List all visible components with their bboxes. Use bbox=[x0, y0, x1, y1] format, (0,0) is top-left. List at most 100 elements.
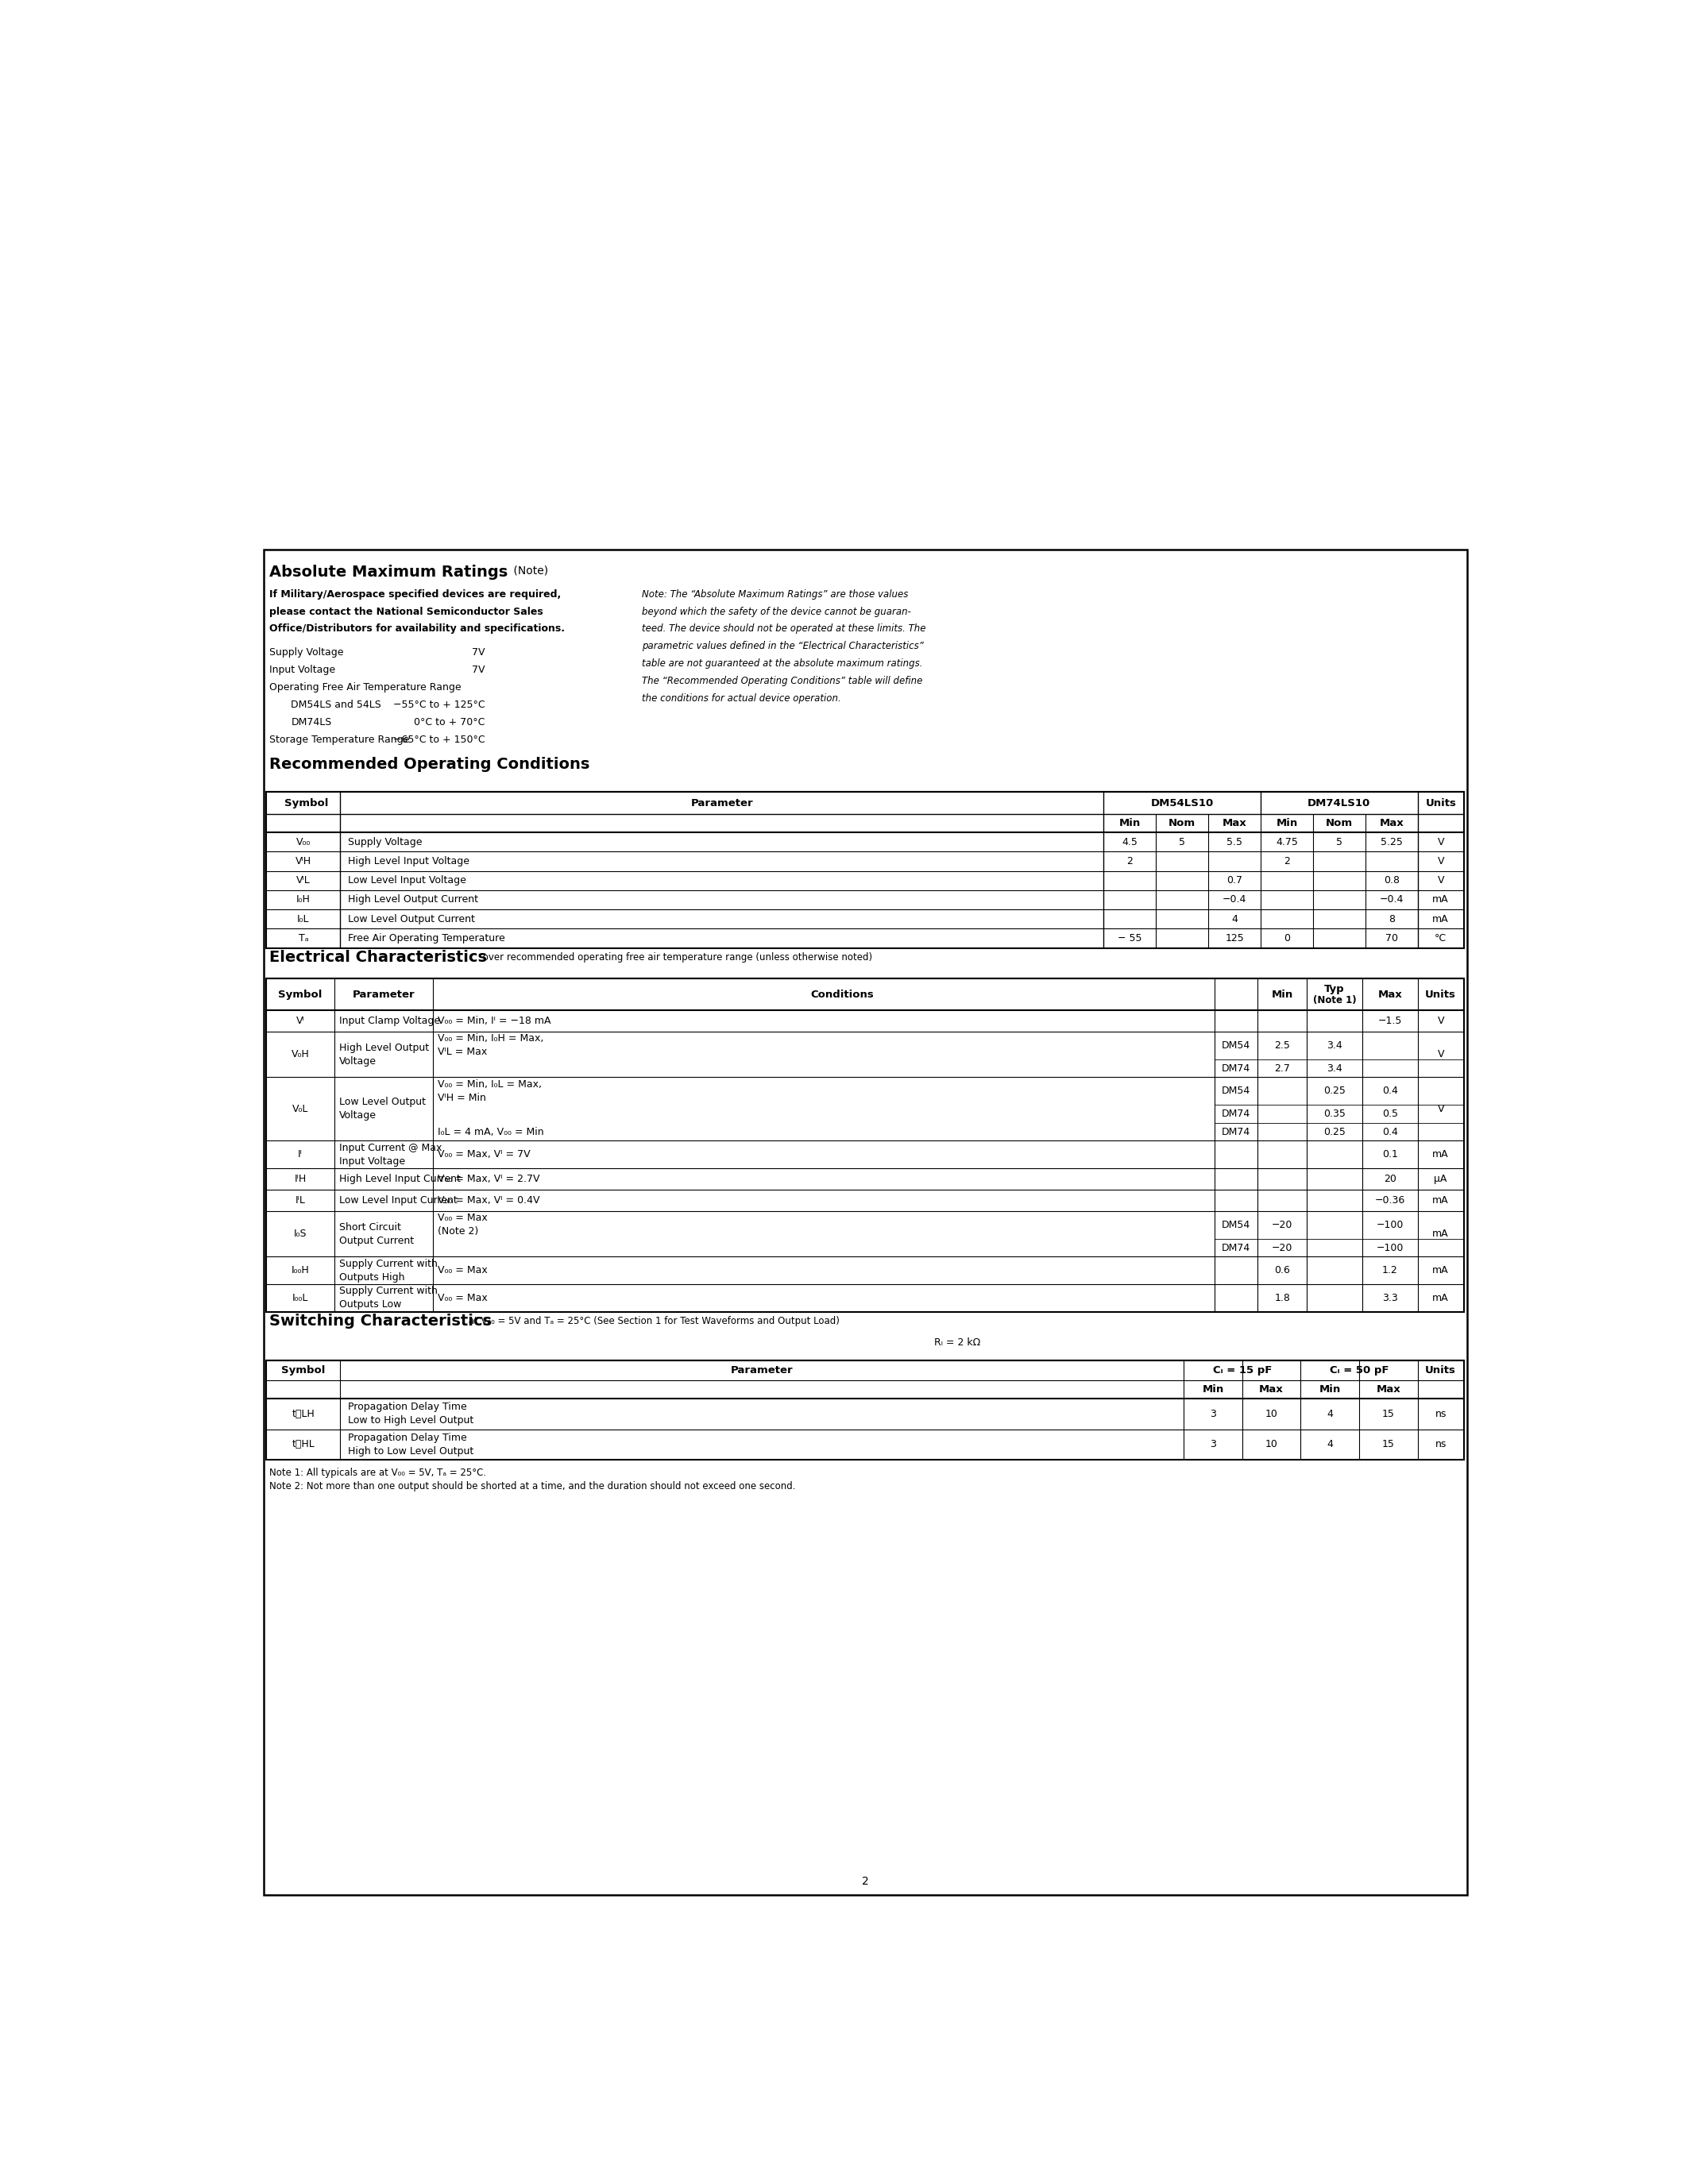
Text: Supply Voltage: Supply Voltage bbox=[270, 646, 344, 657]
Text: 1.8: 1.8 bbox=[1274, 1293, 1290, 1304]
Text: −20: −20 bbox=[1271, 1243, 1293, 1254]
Text: Supply Current with: Supply Current with bbox=[339, 1286, 437, 1297]
Text: I₀L: I₀L bbox=[297, 913, 309, 924]
Text: DM54: DM54 bbox=[1222, 1040, 1251, 1051]
Text: DM54: DM54 bbox=[1222, 1219, 1251, 1230]
Text: V₀₀ = Max, Vᴵ = 7V: V₀₀ = Max, Vᴵ = 7V bbox=[437, 1149, 530, 1160]
Text: 3.4: 3.4 bbox=[1327, 1064, 1342, 1072]
Text: Supply Voltage: Supply Voltage bbox=[348, 836, 422, 847]
Text: 0.4: 0.4 bbox=[1382, 1085, 1398, 1096]
Text: DM54LS and 54LS: DM54LS and 54LS bbox=[290, 699, 381, 710]
Text: 2.5: 2.5 bbox=[1274, 1040, 1290, 1051]
Text: Vᴵ: Vᴵ bbox=[295, 1016, 304, 1026]
Text: I₀₀L: I₀₀L bbox=[292, 1293, 309, 1304]
Text: Rₗ = 2 kΩ: Rₗ = 2 kΩ bbox=[935, 1337, 981, 1348]
Text: Nom: Nom bbox=[1168, 819, 1195, 828]
Text: V₀₀ = Min, I₀H = Max,: V₀₀ = Min, I₀H = Max, bbox=[437, 1033, 544, 1044]
Text: −55°C to + 125°C: −55°C to + 125°C bbox=[393, 699, 484, 710]
Text: Electrical Characteristics: Electrical Characteristics bbox=[270, 950, 488, 965]
Text: 0°C to + 70°C: 0°C to + 70°C bbox=[414, 716, 484, 727]
Text: parametric values defined in the “Electrical Characteristics”: parametric values defined in the “Electr… bbox=[641, 642, 923, 651]
Text: DM54LS10: DM54LS10 bbox=[1151, 797, 1214, 808]
Text: V₀₀ = Max: V₀₀ = Max bbox=[437, 1212, 488, 1223]
Text: Input Voltage: Input Voltage bbox=[270, 664, 336, 675]
Text: ns: ns bbox=[1435, 1439, 1447, 1450]
Text: Absolute Maximum Ratings: Absolute Maximum Ratings bbox=[270, 566, 508, 581]
Text: Min: Min bbox=[1318, 1385, 1340, 1396]
Text: V₀₀: V₀₀ bbox=[295, 836, 311, 847]
Text: Nom: Nom bbox=[1325, 819, 1352, 828]
Text: at V₀₀ = 5V and Tₐ = 25°C (See Section 1 for Test Waveforms and Output Load): at V₀₀ = 5V and Tₐ = 25°C (See Section 1… bbox=[466, 1315, 839, 1326]
Text: Max: Max bbox=[1376, 1385, 1401, 1396]
Text: Max: Max bbox=[1259, 1385, 1283, 1396]
Text: Low Level Output: Low Level Output bbox=[339, 1096, 425, 1107]
Text: Parameter: Parameter bbox=[731, 1365, 793, 1376]
Text: 2: 2 bbox=[1283, 856, 1290, 867]
Text: Storage Temperature Range: Storage Temperature Range bbox=[270, 734, 410, 745]
Bar bbox=[263, 550, 1467, 1896]
Text: Conditions: Conditions bbox=[810, 989, 874, 1000]
Text: (Note 2): (Note 2) bbox=[437, 1227, 478, 1236]
Text: High to Low Level Output: High to Low Level Output bbox=[348, 1446, 473, 1457]
Text: High Level Input Voltage: High Level Input Voltage bbox=[348, 856, 469, 867]
Text: mA: mA bbox=[1433, 1265, 1448, 1275]
Text: Office/Distributors for availability and specifications.: Office/Distributors for availability and… bbox=[270, 625, 565, 633]
Text: Voltage: Voltage bbox=[339, 1057, 376, 1066]
Text: Voltage: Voltage bbox=[339, 1112, 376, 1120]
Text: Min: Min bbox=[1202, 1385, 1224, 1396]
Text: 0.1: 0.1 bbox=[1382, 1149, 1398, 1160]
Text: Max: Max bbox=[1379, 819, 1404, 828]
Text: mA: mA bbox=[1433, 1230, 1448, 1238]
Text: V: V bbox=[1438, 856, 1445, 867]
Text: 0.25: 0.25 bbox=[1323, 1085, 1345, 1096]
Text: IᴵH: IᴵH bbox=[294, 1173, 306, 1184]
Text: 0.6: 0.6 bbox=[1274, 1265, 1290, 1275]
Text: mA: mA bbox=[1433, 1149, 1448, 1160]
Text: V: V bbox=[1436, 1048, 1443, 1059]
Text: −0.4: −0.4 bbox=[1222, 895, 1246, 904]
Text: ns: ns bbox=[1435, 1409, 1447, 1420]
Text: 3: 3 bbox=[1210, 1439, 1215, 1450]
Text: I₀₀H: I₀₀H bbox=[292, 1265, 309, 1275]
Text: Symbol: Symbol bbox=[284, 797, 329, 808]
Text: Note: The “Absolute Maximum Ratings” are those values: Note: The “Absolute Maximum Ratings” are… bbox=[641, 590, 908, 598]
Text: the conditions for actual device operation.: the conditions for actual device operati… bbox=[641, 695, 841, 703]
Text: mA: mA bbox=[1433, 913, 1448, 924]
Text: DM74: DM74 bbox=[1222, 1064, 1251, 1072]
Text: 4: 4 bbox=[1327, 1439, 1334, 1450]
Text: V: V bbox=[1436, 1016, 1443, 1026]
Text: 0.5: 0.5 bbox=[1382, 1109, 1398, 1118]
Text: 3: 3 bbox=[1210, 1409, 1215, 1420]
Text: Units: Units bbox=[1425, 1365, 1457, 1376]
Text: V₀₀ = Max, Vᴵ = 0.4V: V₀₀ = Max, Vᴵ = 0.4V bbox=[437, 1195, 540, 1206]
Text: 10: 10 bbox=[1264, 1439, 1278, 1450]
Text: Max: Max bbox=[1377, 989, 1403, 1000]
Text: Recommended Operating Conditions: Recommended Operating Conditions bbox=[270, 758, 589, 771]
Text: 5: 5 bbox=[1335, 836, 1342, 847]
Text: t₝LH: t₝LH bbox=[292, 1409, 314, 1420]
Text: DM74: DM74 bbox=[1222, 1243, 1251, 1254]
Text: 20: 20 bbox=[1384, 1173, 1396, 1184]
Text: 15: 15 bbox=[1382, 1439, 1394, 1450]
Text: VᴵL = Max: VᴵL = Max bbox=[437, 1046, 488, 1057]
Text: 5: 5 bbox=[1178, 836, 1185, 847]
Text: V₀₀ = Max: V₀₀ = Max bbox=[437, 1265, 488, 1275]
Text: 2: 2 bbox=[1126, 856, 1133, 867]
Text: beyond which the safety of the device cannot be guaran-: beyond which the safety of the device ca… bbox=[641, 607, 912, 616]
Text: (Note 1): (Note 1) bbox=[1313, 994, 1355, 1005]
Text: −100: −100 bbox=[1376, 1243, 1404, 1254]
Text: 3.3: 3.3 bbox=[1382, 1293, 1398, 1304]
Text: 5.5: 5.5 bbox=[1227, 836, 1242, 847]
Text: Min: Min bbox=[1276, 819, 1298, 828]
Text: − 55: − 55 bbox=[1117, 933, 1141, 943]
Text: The “Recommended Operating Conditions” table will define: The “Recommended Operating Conditions” t… bbox=[641, 677, 923, 686]
Text: (Note): (Note) bbox=[510, 566, 549, 577]
Text: Propagation Delay Time: Propagation Delay Time bbox=[348, 1433, 466, 1444]
Text: V₀H: V₀H bbox=[292, 1048, 309, 1059]
Text: DM74: DM74 bbox=[1222, 1127, 1251, 1138]
Text: Units: Units bbox=[1425, 989, 1457, 1000]
Text: Typ: Typ bbox=[1325, 983, 1345, 994]
Text: mA: mA bbox=[1433, 895, 1448, 904]
Text: Propagation Delay Time: Propagation Delay Time bbox=[348, 1402, 466, 1413]
Text: −65°C to + 150°C: −65°C to + 150°C bbox=[393, 734, 484, 745]
